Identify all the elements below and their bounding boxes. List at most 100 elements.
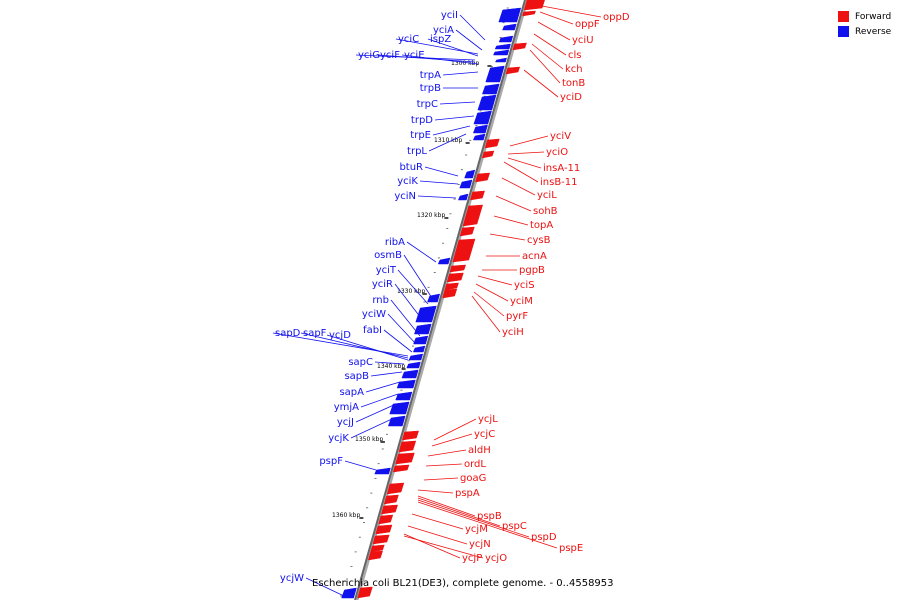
gene-label-fwd-17: yciS (514, 280, 535, 291)
gene-leader-fwd-9 (507, 157, 542, 169)
gene-label-rev-16: ribA (385, 237, 405, 248)
gene-label-rev-23: sapD (275, 328, 301, 339)
gene-leader-fwd-29 (411, 513, 464, 530)
reverse-gene-block (406, 361, 421, 369)
gene-leader-fwd-0 (541, 5, 602, 18)
gene-leader-rev-18 (397, 269, 429, 305)
reverse-gene-block (493, 49, 510, 56)
gene-leader-fwd-34 (403, 535, 484, 559)
reverse-gene-block (415, 305, 437, 323)
gene-label-fwd-16: pgpB (519, 265, 545, 276)
gene-leader-fwd-23 (427, 449, 467, 457)
forward-gene-block (452, 238, 476, 263)
gene-label-rev-7: trpA (420, 70, 441, 81)
gene-leader-fwd-19 (473, 291, 505, 317)
gene-leader-rev-33 (305, 577, 345, 597)
gene-leader-rev-27 (370, 371, 403, 377)
forward-gene-block (386, 482, 405, 495)
reverse-gene-block (395, 391, 413, 401)
gene-label-rev-33: ycjW (280, 573, 304, 584)
gene-label-fwd-7: yciV (550, 131, 571, 142)
reverse-gene-block (389, 401, 410, 415)
gene-leader-fwd-12 (495, 195, 532, 212)
gene-leader-fwd-31 (407, 525, 468, 545)
legend-label-forward: Forward (855, 11, 892, 22)
gene-leader-fwd-25 (423, 477, 459, 481)
gene-label-fwd-18: yciM (510, 296, 533, 307)
reverse-gene-block (387, 415, 406, 427)
gene-leader-fwd-17 (477, 275, 513, 286)
gene-leader-rev-21 (387, 313, 417, 345)
gene-leader-fwd-28 (417, 497, 501, 527)
gene-leader-fwd-4 (531, 43, 564, 70)
gene-leader-rev-24 (300, 332, 409, 359)
forward-gene-block (481, 150, 495, 159)
gene-leader-fwd-18 (475, 283, 509, 302)
gene-leader-rev-19 (394, 283, 425, 323)
gene-leader-rev-32 (344, 460, 377, 471)
forward-gene-block (505, 66, 521, 75)
gene-leader-rev-12 (428, 133, 467, 152)
gene-leader-fwd-14 (489, 233, 526, 241)
gene-label-rev-28: sapA (339, 387, 364, 398)
genome-axis (354, 0, 526, 601)
axis-tick-label: 1350 kbp (355, 436, 383, 443)
gene-label-rev-2: yciC (398, 34, 419, 45)
forward-gene-block (372, 534, 390, 545)
forward-gene-block (395, 452, 415, 465)
reverse-gene-block (414, 323, 432, 335)
gene-leader-rev-15 (417, 195, 457, 199)
gene-label-rev-13: btuR (399, 162, 423, 173)
gene-leader-rev-11 (432, 125, 471, 136)
gene-label-rev-21: yciW (362, 309, 386, 320)
forward-gene-block (512, 42, 527, 51)
gene-leader-rev-26 (374, 361, 405, 365)
gene-label-fwd-15: acnA (522, 251, 547, 262)
gene-label-fwd-31: ycjN (469, 539, 491, 550)
gene-leader-rev-17 (403, 254, 433, 299)
gene-label-rev-10: trpD (411, 115, 433, 126)
forward-gene-block (446, 272, 464, 283)
reverse-gene-block (408, 353, 424, 361)
gene-leader-rev-5 (377, 54, 476, 63)
gene-label-rev-1: yciA (433, 25, 454, 36)
reverse-gene-block (374, 467, 391, 475)
genome-caption: Escherichia coli BL21(DE3), complete gen… (312, 578, 614, 589)
reverse-gene-block (427, 293, 441, 303)
gene-label-rev-12: trpL (407, 146, 427, 157)
forward-gene-block (462, 204, 483, 227)
gene-label-fwd-10: insB-11 (540, 177, 578, 188)
gene-label-rev-32: pspF (319, 456, 343, 467)
gene-label-rev-15: yciN (394, 191, 416, 202)
gene-leader-fwd-26 (417, 489, 454, 494)
axis-tick-label: 1330 kbp (397, 288, 425, 295)
forward-gene-block (368, 550, 383, 561)
gene-label-fwd-14: cysB (527, 235, 551, 246)
gene-label-fwd-23: aldH (468, 445, 491, 456)
gene-label-fwd-0: oppD (603, 12, 630, 23)
reverse-gene-block (472, 124, 488, 134)
legend-swatch-forward (838, 11, 849, 22)
gene-leader-fwd-6 (523, 69, 559, 98)
forward-gene-block (357, 586, 373, 599)
gene-label-rev-24: sapF (303, 328, 327, 339)
gene-label-rev-0: yciI (441, 10, 458, 21)
gene-label-rev-25: ycjD (329, 330, 351, 341)
gene-leader-rev-9 (439, 101, 476, 105)
forward-gene-block (370, 544, 385, 553)
gene-leader-rev-10 (434, 115, 475, 121)
gene-leader-fwd-2 (537, 21, 571, 41)
gene-leader-rev-7 (442, 71, 479, 76)
gene-leader-fwd-3 (533, 33, 567, 56)
forward-gene-block (459, 226, 475, 237)
axis-tick-label: 1310 kbp (434, 137, 462, 144)
axis-tick-label: 1320 kbp (417, 212, 445, 219)
reverse-gene-block (437, 257, 451, 265)
gene-label-fwd-30: pspD (531, 532, 557, 543)
reverse-gene-block (401, 369, 419, 379)
gene-leader-rev-25 (326, 334, 409, 361)
legend-swatch-reverse (838, 26, 849, 37)
reverse-gene-block (495, 57, 507, 63)
